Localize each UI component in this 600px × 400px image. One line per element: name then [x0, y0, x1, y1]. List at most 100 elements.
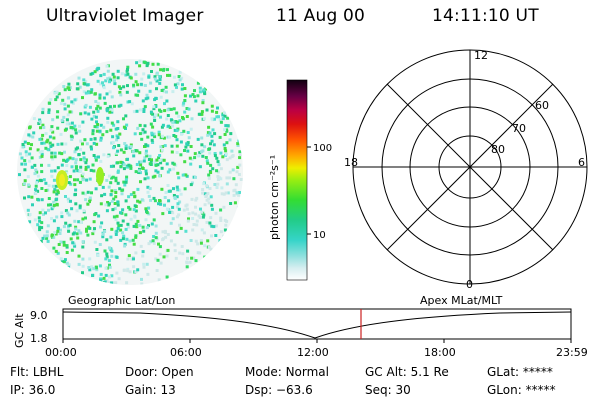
disk-pixel: [200, 110, 204, 114]
disk-pixel: [31, 165, 34, 169]
timeline-x-tick-0600: 06:00: [170, 346, 202, 359]
disk-pixel: [58, 151, 62, 155]
disk-pixel: [194, 198, 198, 202]
disk-pixel: [156, 163, 160, 167]
disk-pixel: [69, 134, 73, 138]
disk-pixel: [219, 120, 223, 124]
disk-pixel: [79, 112, 83, 116]
disk-pixel: [81, 257, 85, 261]
disk-pixel: [114, 233, 118, 236]
disk-pixel: [202, 182, 206, 186]
disk-pixel: [209, 142, 212, 146]
disk-pixel: [150, 158, 153, 162]
disk-pixel: [162, 136, 166, 140]
disk-pixel: [150, 131, 154, 135]
disk-pixel: [111, 72, 115, 76]
mlat-label-70: 70: [512, 122, 526, 135]
disk-pixel: [70, 165, 74, 169]
disk-pixel: [207, 125, 211, 129]
disk-pixel: [44, 181, 48, 185]
disk-pixel: [77, 76, 81, 80]
disk-pixel: [154, 257, 158, 261]
disk-pixel: [56, 229, 60, 233]
disk-pixel: [219, 208, 223, 212]
disk-pixel: [54, 249, 58, 253]
disk-pixel: [51, 157, 55, 161]
disk-pixel: [111, 140, 115, 144]
disk-pixel: [37, 216, 41, 220]
disk-pixel: [122, 85, 126, 89]
disk-pixel: [103, 249, 107, 253]
disk-pixel: [95, 125, 99, 129]
disk-pixel: [96, 253, 100, 257]
disk-pixel: [111, 175, 115, 179]
disk-pixel: [65, 164, 69, 167]
disk-pixel: [224, 191, 228, 195]
disk-pixel: [238, 191, 241, 194]
disk-pixel: [94, 100, 98, 103]
disk-pixel: [87, 91, 91, 95]
disk-pixel: [84, 161, 88, 165]
disk-pixel: [187, 212, 191, 216]
disk-pixel: [70, 121, 74, 125]
timeline-x-tick-2359: 23:59: [556, 346, 588, 359]
disk-pixel: [50, 217, 54, 220]
disk-pixel: [101, 133, 105, 137]
disk-pixel: [67, 122, 71, 126]
disk-pixel: [41, 111, 45, 115]
disk-pixel: [47, 203, 50, 207]
disk-pixel: [226, 124, 230, 128]
disk-pixel: [65, 118, 69, 122]
disk-pixel: [118, 90, 122, 94]
disk-pixel: [28, 213, 32, 216]
disk-pixel: [116, 127, 120, 130]
disk-pixel: [200, 210, 204, 214]
disk-pixel: [224, 223, 228, 227]
disk-pixel: [53, 151, 57, 155]
disk-pixel: [163, 203, 166, 207]
disk-pixel: [110, 274, 114, 278]
disk-pixel: [220, 186, 224, 190]
disk-pixel: [152, 107, 156, 111]
disk-pixel: [81, 217, 85, 221]
timeline-y-tick-low: 1.8: [30, 332, 48, 345]
disk-pixel: [175, 151, 179, 154]
disk-pixel: [92, 110, 96, 114]
disk-pixel: [85, 227, 88, 231]
disk-pixel: [182, 208, 186, 212]
disk-pixel: [224, 124, 228, 128]
disk-pixel: [81, 178, 85, 182]
disk-pixel: [133, 204, 137, 208]
disk-pixel: [169, 107, 173, 111]
disk-pixel: [73, 219, 77, 223]
disk-pixel: [69, 199, 72, 203]
disk-pixel: [90, 117, 94, 121]
disk-pixel: [147, 158, 151, 161]
disk-pixel: [68, 110, 72, 114]
disk-pixel: [28, 126, 31, 130]
disk-pixel: [114, 176, 118, 180]
disk-pixel: [116, 200, 120, 204]
status-seq: Seq: 30: [365, 383, 411, 397]
disk-pixel: [150, 70, 153, 73]
disk-pixel: [60, 163, 64, 167]
disk-pixel: [59, 257, 63, 261]
disk-pixel: [196, 94, 200, 98]
disk-pixel: [152, 115, 156, 119]
disk-pixel: [129, 193, 133, 196]
disk-pixel: [75, 209, 79, 213]
disk-pixel: [213, 132, 217, 136]
disk-pixel: [102, 125, 106, 129]
disk-pixel: [180, 76, 184, 80]
disk-pixel: [155, 158, 159, 162]
disk-pixel: [34, 184, 38, 188]
disk-pixel: [109, 128, 113, 132]
disk-pixel: [206, 131, 210, 135]
disk-pixel: [164, 191, 168, 194]
disk-pixel: [158, 108, 161, 112]
disk-pixel: [156, 62, 160, 66]
disk-pixel: [68, 223, 72, 227]
disk-pixel: [45, 234, 49, 238]
disk-pixel: [53, 169, 57, 173]
disk-pixel: [147, 206, 151, 210]
